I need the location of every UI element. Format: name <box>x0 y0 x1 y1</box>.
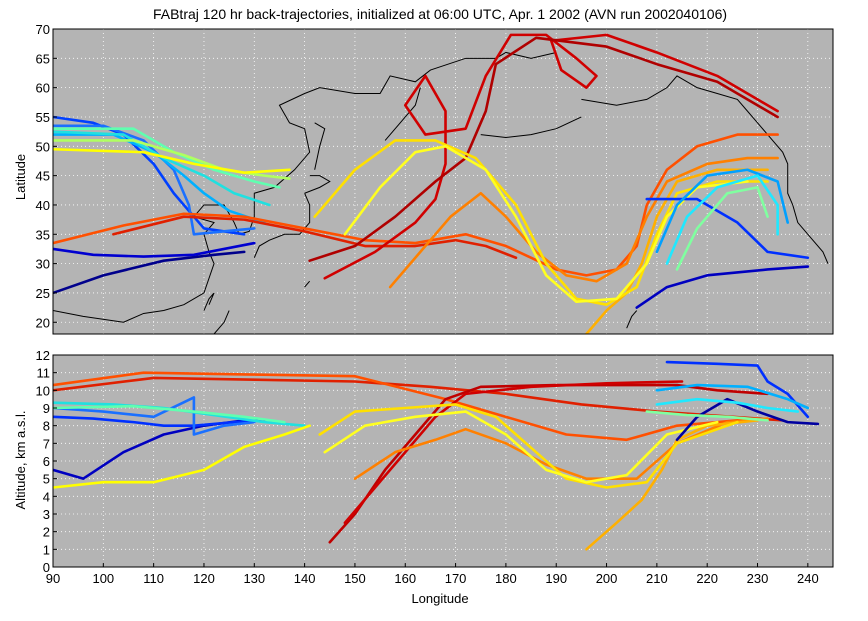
trajectory-line <box>53 241 256 258</box>
y-tick-label: 4 <box>43 489 50 504</box>
x-tick-label: 90 <box>46 571 60 586</box>
y-tick-label: 30 <box>36 257 50 272</box>
x-tick-label: 190 <box>545 571 567 586</box>
trajectory-line <box>645 197 810 260</box>
bottom-xlabel: Longitude <box>411 591 468 606</box>
trajectory-line <box>585 168 769 334</box>
y-tick-label: 65 <box>36 51 50 66</box>
plot-background <box>53 355 833 567</box>
y-tick-label: 11 <box>37 366 51 381</box>
trajectories <box>53 360 820 551</box>
latitude-map-panel: 20 25 30 35 40 45 50 55 60 65 70 <box>36 22 834 335</box>
coastline <box>213 310 230 334</box>
trajectory-line <box>308 36 779 262</box>
x-tick-label: 200 <box>596 571 618 586</box>
trajectory-line <box>665 174 779 265</box>
coastline <box>581 75 829 264</box>
x-tick-label: 230 <box>747 571 769 586</box>
trajectory-line <box>53 139 291 180</box>
x-tick-label: 170 <box>445 571 467 586</box>
y-tick-label: 40 <box>36 198 50 213</box>
y-tick-label: 10 <box>36 383 50 398</box>
coastline <box>203 292 215 311</box>
y-tick-label: 70 <box>36 22 50 37</box>
x-tick-label: 120 <box>193 571 215 586</box>
trajectory-line <box>112 215 518 260</box>
x-tick-label: 140 <box>294 571 316 586</box>
y-tick-label: 12 <box>36 348 50 363</box>
x-tick-label: 210 <box>646 571 668 586</box>
y-tick-label: 45 <box>36 169 50 184</box>
y-tick-label: 50 <box>36 139 50 154</box>
y-tick-label: 0 <box>43 560 50 575</box>
trajectory-line <box>53 371 759 442</box>
coastline <box>304 280 311 288</box>
y-tick-label: 8 <box>43 419 50 434</box>
top-ylabel: Latitude <box>13 154 28 200</box>
y-tick-label: 55 <box>36 110 50 125</box>
x-tick-label: 160 <box>394 571 416 586</box>
trajectories <box>53 33 810 334</box>
trajectory-line <box>53 130 271 207</box>
y-tick-label: 1 <box>43 542 50 557</box>
trajectory-line <box>675 186 769 271</box>
coastline <box>480 116 582 139</box>
y-tick-label: 25 <box>36 286 50 301</box>
trajectory-line <box>645 410 769 422</box>
trajectory-line <box>53 250 246 295</box>
trajectory-line <box>665 360 810 419</box>
trajectory-line <box>53 404 286 424</box>
trajectory-line <box>655 397 800 413</box>
y-tick-label: 20 <box>36 315 50 330</box>
trajectory-line <box>53 424 311 489</box>
plot-frame <box>52 28 834 335</box>
x-tick-label: 150 <box>344 571 366 586</box>
trajectory-line <box>655 383 810 410</box>
coastline <box>304 175 331 194</box>
chart-title: FABtraj 120 hr back-trajectories, initia… <box>153 6 727 22</box>
trajectory-line <box>53 133 779 277</box>
trajectory-line <box>635 265 810 309</box>
y-tick-label: 2 <box>43 525 50 540</box>
x-tick-label: 110 <box>143 571 164 586</box>
coastline <box>384 87 421 141</box>
coastline <box>253 193 311 258</box>
trajectory-line <box>318 403 739 489</box>
x-tick-label: 130 <box>243 571 265 586</box>
y-tick-label: 60 <box>36 81 50 96</box>
y-tick-label: 5 <box>43 472 50 487</box>
trajectory-line <box>388 156 779 289</box>
y-tick-label: 35 <box>36 227 50 242</box>
bottom-ylabel: Altitude, km a.s.l. <box>13 411 28 510</box>
trajectory-line <box>675 397 820 442</box>
x-tick-label: 180 <box>495 571 517 586</box>
x-tick-label: 220 <box>696 571 718 586</box>
trajectory-line <box>53 396 256 436</box>
trajectory-line <box>655 168 790 254</box>
trajectory-line <box>53 415 266 427</box>
x-tick-label: 240 <box>797 571 819 586</box>
x-tick-label: 100 <box>92 571 114 586</box>
coastline <box>314 122 326 170</box>
coastline <box>53 51 557 323</box>
trajectory-line <box>323 410 719 484</box>
trajectory-line <box>343 145 749 304</box>
y-tick-label: 7 <box>43 436 50 451</box>
coastline <box>626 310 638 329</box>
coastlines <box>53 51 829 334</box>
trajectory-line <box>53 127 281 189</box>
trajectory-line <box>53 147 291 175</box>
y-tick-label: 3 <box>43 507 50 522</box>
y-tick-label: 9 <box>43 401 50 416</box>
y-tick-label: 6 <box>43 454 50 469</box>
